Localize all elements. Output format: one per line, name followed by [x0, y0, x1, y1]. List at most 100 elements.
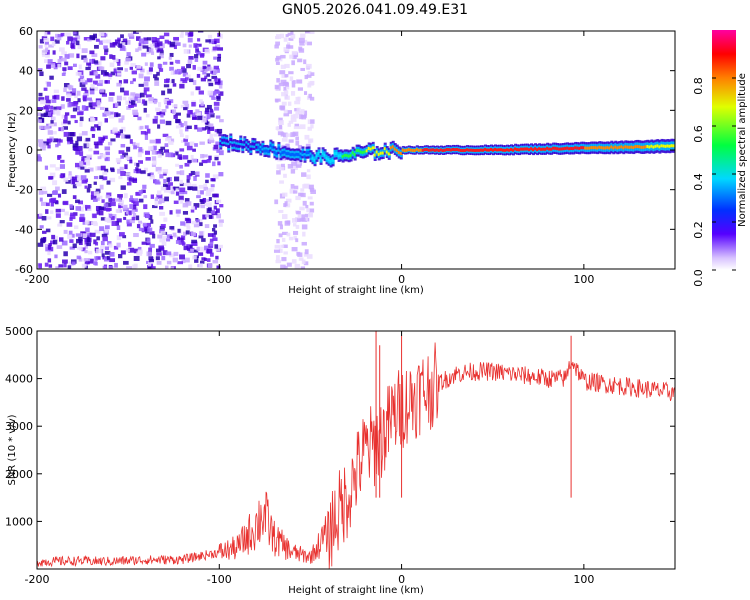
heatmap-cell	[72, 243, 77, 249]
heatmap-cell	[109, 62, 115, 68]
signal-band-core	[269, 144, 273, 148]
heatmap-cell	[293, 190, 298, 194]
heatmap-cell	[200, 199, 205, 205]
signal-band-core	[351, 151, 355, 155]
heatmap-cell	[208, 139, 215, 143]
signal-band-core	[638, 145, 642, 149]
heatmap-cell	[287, 123, 291, 127]
heatmap-cell	[116, 95, 122, 101]
heatmap-cell	[276, 238, 280, 244]
heatmap-cell	[51, 234, 56, 240]
heatmap-cell	[184, 142, 190, 146]
heatmap-cell	[205, 107, 210, 112]
heatmap-cell	[309, 138, 314, 143]
heatmap-cell	[148, 48, 154, 54]
heatmap-cell	[40, 147, 46, 151]
heatmap-cell	[104, 71, 109, 76]
signal-band-core	[307, 150, 311, 154]
heatmap-cell	[91, 102, 98, 107]
heatmap-cell	[135, 48, 139, 53]
heatmap-cell	[184, 77, 189, 81]
signal-band-core	[357, 149, 361, 153]
signal-band-core	[249, 147, 253, 151]
heatmap-cell	[88, 148, 93, 152]
heatmap-cell	[160, 231, 166, 235]
heatmap-cell	[95, 74, 101, 79]
heatmap-cell	[84, 258, 91, 262]
heatmap-cell	[205, 214, 211, 218]
heatmap-cell	[183, 222, 188, 227]
heatmap-cell	[164, 143, 169, 148]
heatmap-cell	[86, 62, 92, 66]
heatmap-cell	[207, 34, 213, 39]
heatmap-cell	[89, 99, 93, 105]
heatmap-cell	[70, 212, 75, 216]
heatmap-cell	[208, 123, 214, 127]
heatmap-cell	[83, 37, 90, 41]
heatmap-cell	[96, 126, 101, 131]
heatmap-cell	[142, 184, 147, 189]
signal-band-core	[349, 154, 353, 158]
heatmap-cell	[137, 152, 142, 158]
heatmap-cell	[213, 90, 220, 95]
heatmap-cell	[278, 233, 283, 238]
colorbar-tick-label: 0.6	[692, 125, 705, 143]
heatmap-cell	[80, 78, 86, 83]
signal-band-core	[363, 150, 367, 154]
heatmap-cell	[71, 176, 77, 180]
heatmap-cell	[117, 62, 121, 66]
heatmap-cell	[216, 213, 222, 219]
heatmap-cell	[201, 160, 208, 164]
signal-band-core	[321, 151, 325, 155]
heatmap-cell	[274, 199, 279, 205]
heatmap-cell	[202, 71, 207, 75]
heatmap-cell	[215, 255, 219, 260]
heatmap-cell	[43, 125, 50, 130]
heatmap-cell	[38, 190, 44, 195]
heatmap-cell	[116, 242, 121, 248]
heatmap-cell	[285, 82, 290, 87]
heatmap-cell	[274, 98, 281, 102]
heatmap-cell	[38, 97, 45, 102]
heatmap-cell	[208, 214, 213, 219]
heatmap-cell	[200, 101, 204, 107]
heatmap-cell	[110, 168, 115, 173]
heatmap-cell	[49, 109, 55, 115]
heatmap-cell	[84, 185, 88, 189]
heatmap-cell	[44, 244, 51, 248]
heatmap-cell	[294, 263, 300, 269]
heatmap-cell	[98, 210, 104, 216]
heatmap-cell	[52, 190, 58, 195]
heatmap-cell	[60, 126, 65, 132]
heatmap-cell	[213, 224, 218, 228]
heatmap-cell	[80, 258, 86, 262]
heatmap-cell	[177, 228, 181, 233]
heatmap-cell	[132, 178, 138, 183]
heatmap-cell	[154, 201, 158, 207]
heatmap-cell	[206, 202, 212, 207]
heatmap-cell	[304, 91, 308, 95]
signal-band-core	[576, 146, 580, 150]
heatmap-cell	[157, 56, 161, 60]
heatmap-cell	[61, 51, 67, 55]
heatmap-cell	[136, 168, 142, 174]
heatmap-cell	[68, 230, 73, 235]
heatmap-cell	[156, 194, 163, 199]
heatmap-cell	[78, 64, 82, 70]
heatmap-cell	[102, 176, 108, 180]
heatmap-cell	[85, 227, 90, 232]
signal-band-core	[560, 147, 564, 151]
heatmap-cell	[146, 251, 152, 257]
heatmap-cell	[179, 170, 185, 176]
heatmap-cell	[96, 210, 101, 215]
heatmap-cell	[179, 79, 185, 84]
heatmap-cell	[72, 183, 77, 189]
heatmap-cell	[39, 71, 44, 77]
heatmap-cell	[46, 64, 51, 69]
heatmap-cell	[195, 171, 200, 176]
signal-band-core	[584, 146, 588, 150]
heatmap-cell	[154, 77, 159, 81]
heatmap-cell	[81, 106, 86, 110]
heatmap-cell	[100, 217, 106, 221]
